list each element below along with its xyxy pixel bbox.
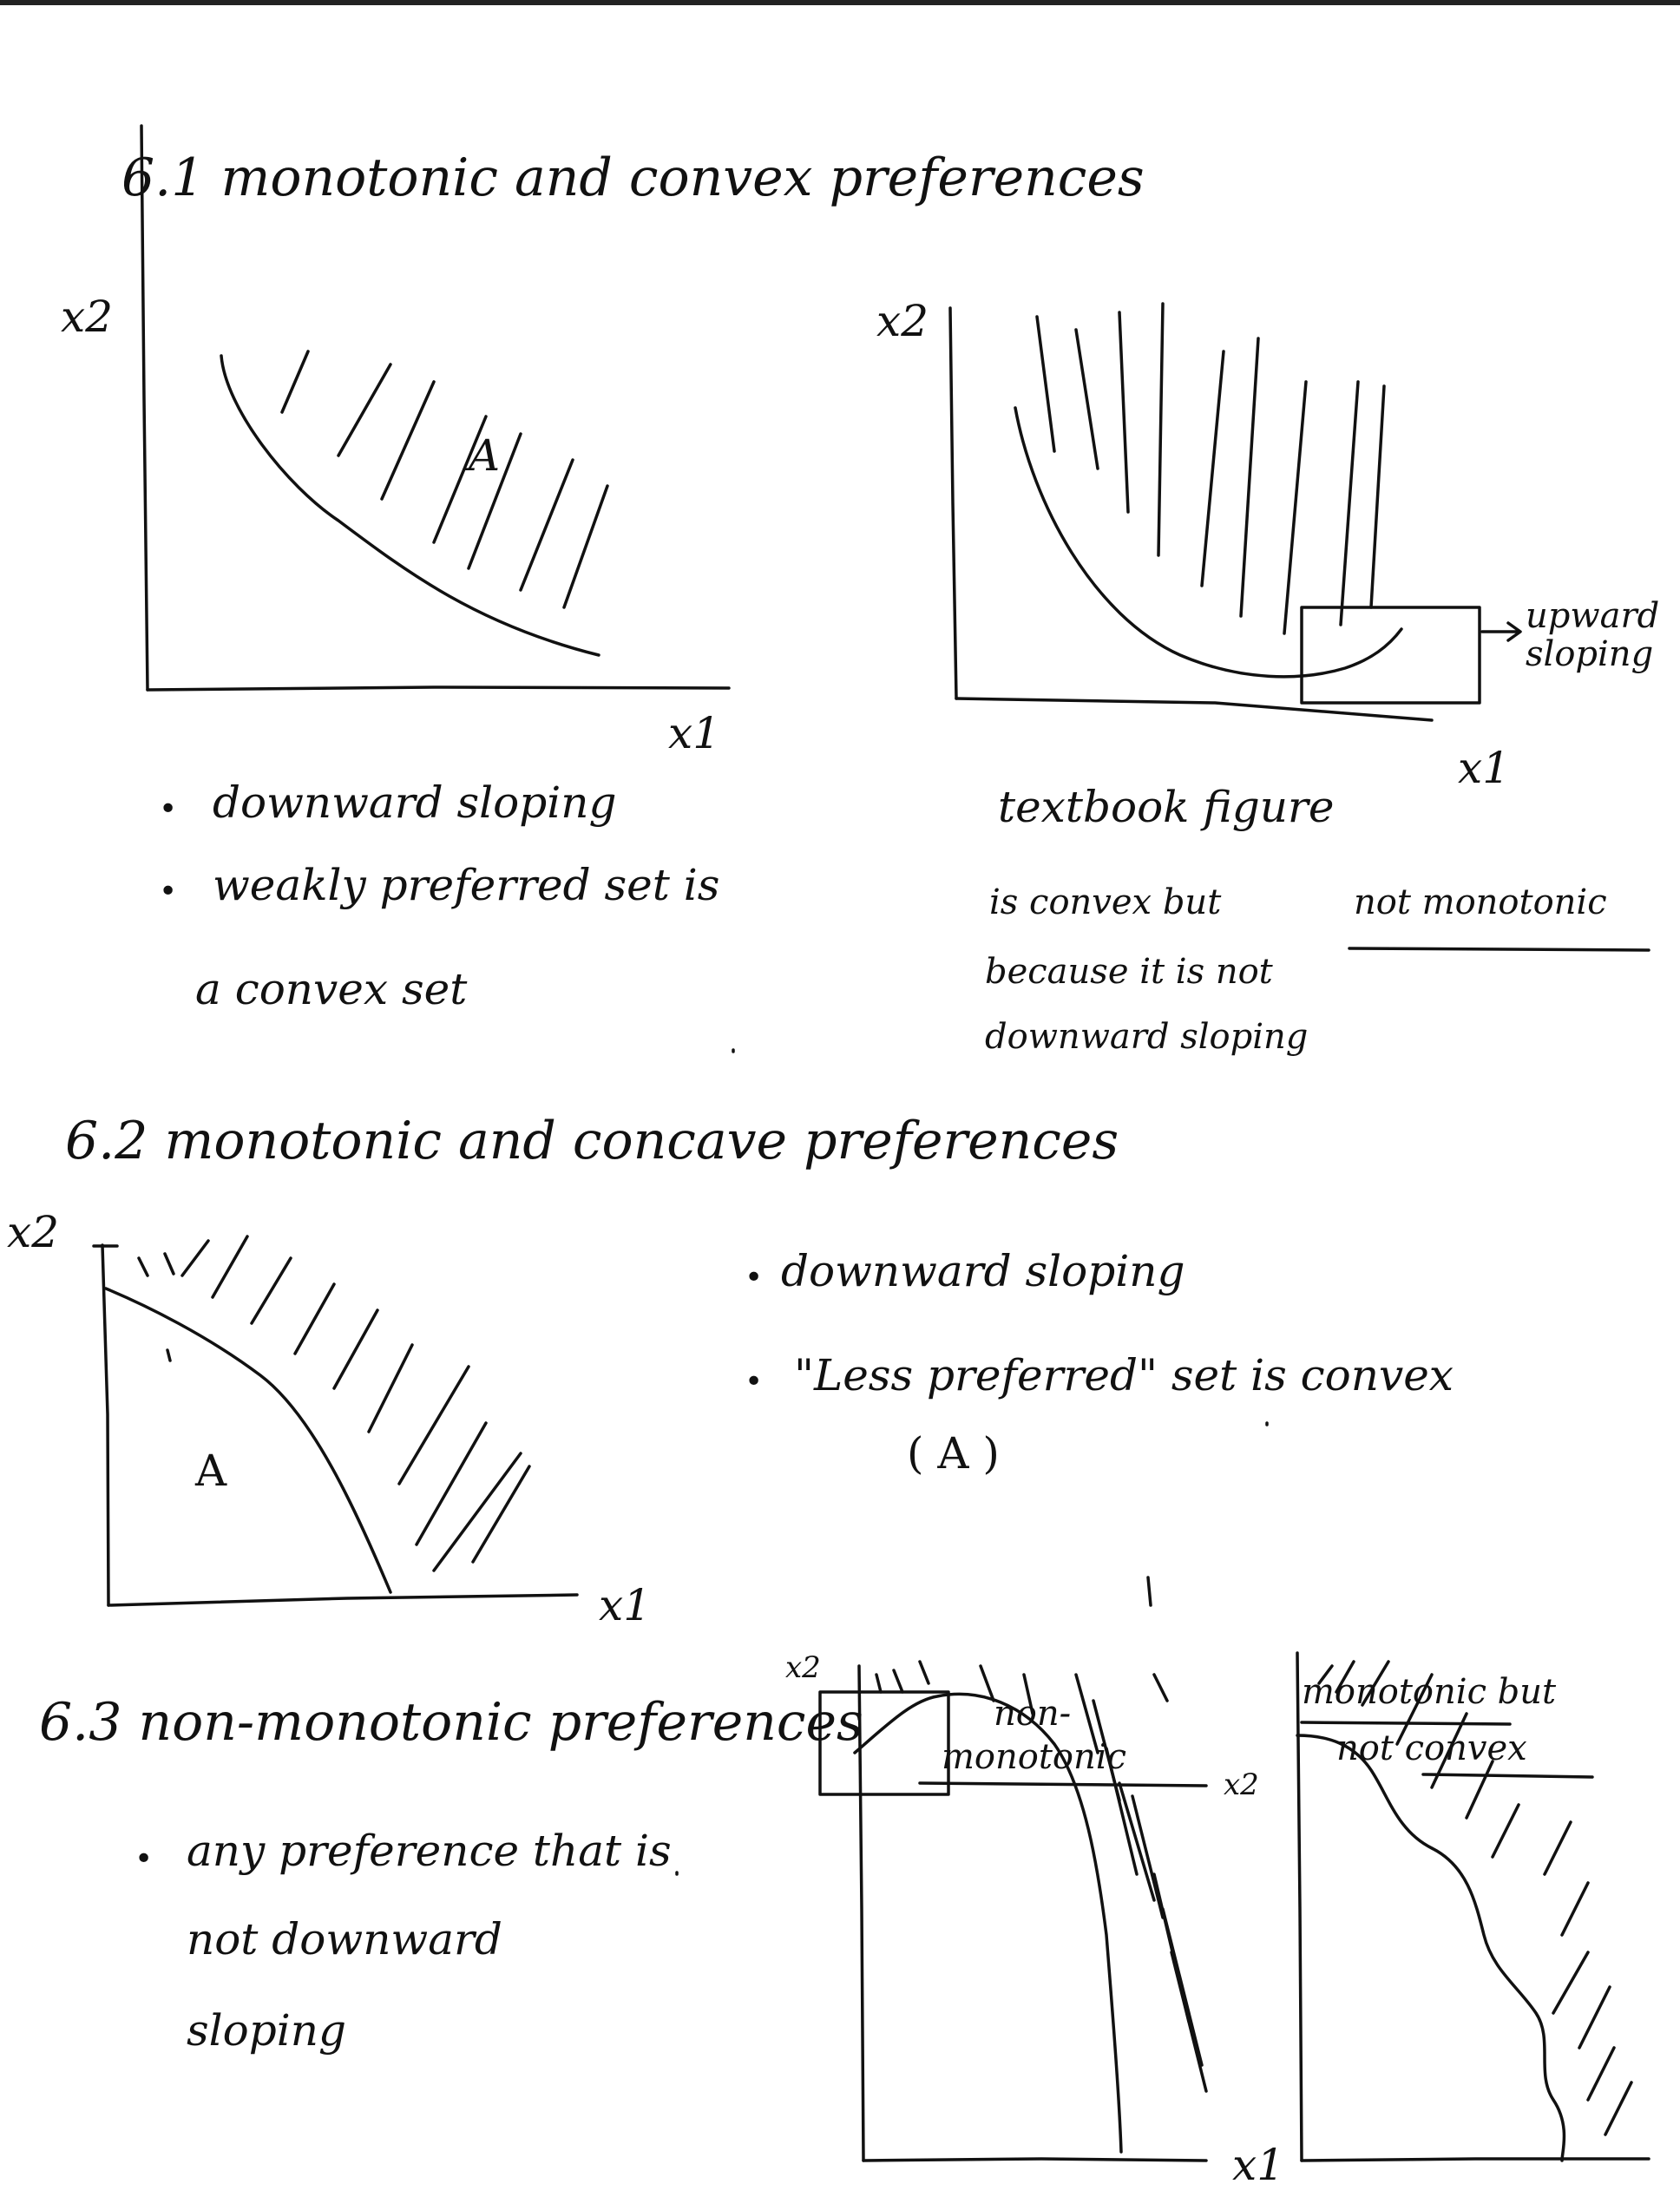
fig-6-3-right-y-label: x2 bbox=[1224, 1767, 1259, 1802]
bullet: • bbox=[745, 1364, 764, 1400]
fig-6-1-b-hatching bbox=[1035, 302, 1386, 635]
fig-6-2-x-label: x1 bbox=[599, 1580, 652, 1630]
fig-6-3-right-caption-underline bbox=[1300, 1721, 1512, 1726]
note-not-downward: not downward bbox=[187, 1914, 502, 1964]
fig-6-1-b bbox=[948, 302, 1522, 722]
fig-6-1-a-indifference-curve bbox=[220, 354, 600, 657]
fig-6-2-region-label: A bbox=[195, 1446, 227, 1496]
note-any-preference: any preference that is bbox=[187, 1826, 672, 1876]
note-is-convex-but: is convex but bbox=[989, 882, 1222, 922]
fig-6-2-x-axis bbox=[107, 1593, 579, 1607]
fig-6-1-b-indifference-curve bbox=[1014, 406, 1403, 679]
fig-6-3-left-highlight-box bbox=[818, 1690, 950, 1796]
section-6-2-title: 6.2 monotonic and concave preferences bbox=[65, 1111, 1119, 1171]
fig-6-2-y-axis bbox=[101, 1243, 110, 1607]
fig-6-1-b-x-label: x1 bbox=[1458, 743, 1511, 793]
fig-6-3-left-caption-1: non- bbox=[994, 1694, 1072, 1734]
fig-6-1-b-note-underline bbox=[1348, 947, 1650, 952]
fig-6-3-right-y-axis bbox=[1296, 1651, 1303, 2162]
fig-6-3-right-caption-2: not convex bbox=[1336, 1728, 1527, 1768]
note-convex-set: a convex set bbox=[195, 964, 468, 1014]
fig-6-3-x-label: x1 bbox=[1232, 2140, 1285, 2190]
note-weakly-preferred: weakly preferred set is bbox=[213, 860, 720, 910]
fig-6-3-right-indifference-curve bbox=[1296, 1734, 1566, 2162]
fig-6-2-hatching bbox=[137, 1235, 531, 1572]
note-sloping: sloping bbox=[187, 2005, 346, 2056]
fig-6-1-a-x-axis bbox=[146, 685, 731, 692]
note-because: because it is not bbox=[985, 952, 1273, 992]
fig-6-3-left-caption-2: monotonic bbox=[942, 1737, 1126, 1777]
note-not-monotonic: not monotonic bbox=[1354, 882, 1607, 922]
stray-mark bbox=[1146, 1576, 1152, 1607]
fig-6-1-b-x-axis bbox=[955, 697, 1434, 722]
fig-6-3-left-caption-underline bbox=[918, 1781, 1208, 1787]
page-top-edge bbox=[0, 0, 1680, 5]
fig-6-3-left-hatching bbox=[875, 1660, 1208, 2093]
fig-6-1-a-region-label: A bbox=[469, 430, 501, 481]
section-6-3-title: 6.3 non-monotonic preferences bbox=[39, 1692, 863, 1753]
note-set-a: ( A ) bbox=[907, 1428, 1000, 1479]
fig-6-3-right bbox=[1296, 1651, 1650, 2162]
fig-6-1-b-y-label: x2 bbox=[876, 296, 929, 346]
fig-6-3-right-caption-underline-2 bbox=[1421, 1773, 1594, 1779]
note-downward-sloping: downward sloping bbox=[213, 777, 617, 828]
bullet: • bbox=[135, 1841, 154, 1877]
fig-6-1-b-annotation: upward sloping bbox=[1526, 596, 1660, 674]
fig-6-1-a-x-label: x1 bbox=[668, 708, 721, 758]
fig-6-3-left bbox=[818, 1660, 1208, 2162]
bullet: • bbox=[159, 791, 178, 827]
fig-6-1-a bbox=[140, 124, 731, 692]
fig-6-2-indifference-curve bbox=[104, 1287, 392, 1594]
fig-6-1-b-arrow bbox=[1480, 621, 1522, 642]
fig-6-2 bbox=[92, 1235, 579, 1607]
note-downward-sloping-3: downward sloping bbox=[781, 1246, 1185, 1296]
fig-6-3-left-x-axis bbox=[862, 2157, 1208, 2162]
note-less-preferred: "Less preferred" set is convex bbox=[794, 1350, 1454, 1400]
fig-6-3-left-indifference-curve bbox=[853, 1692, 1123, 2154]
fig-6-1-b-highlight-box bbox=[1300, 606, 1481, 705]
fig-6-3-left-y-label: x2 bbox=[785, 1650, 821, 1685]
bullet: • bbox=[159, 874, 178, 909]
fig-6-1-a-y-label: x2 bbox=[61, 292, 114, 342]
fig-6-1-b-y-axis bbox=[948, 306, 958, 700]
fig-6-3-right-hatching bbox=[1317, 1660, 1633, 2136]
fig-6-2-small-mark bbox=[166, 1348, 172, 1362]
fig-6-3-right-caption-1: monotonic but bbox=[1302, 1672, 1557, 1712]
fig-6-3-right-x-axis bbox=[1300, 2157, 1650, 2162]
note-textbook-figure: textbook figure bbox=[998, 782, 1335, 832]
bullet: • bbox=[745, 1260, 764, 1295]
note-downward-sloping-2: downward sloping bbox=[985, 1017, 1309, 1057]
fig-6-1-a-hatching bbox=[280, 350, 609, 609]
section-6-1-title: 6.1 monotonic and convex preferences bbox=[121, 148, 1145, 208]
fig-6-1-a-y-axis bbox=[140, 124, 149, 692]
fig-6-2-y-label: x2 bbox=[7, 1207, 60, 1257]
